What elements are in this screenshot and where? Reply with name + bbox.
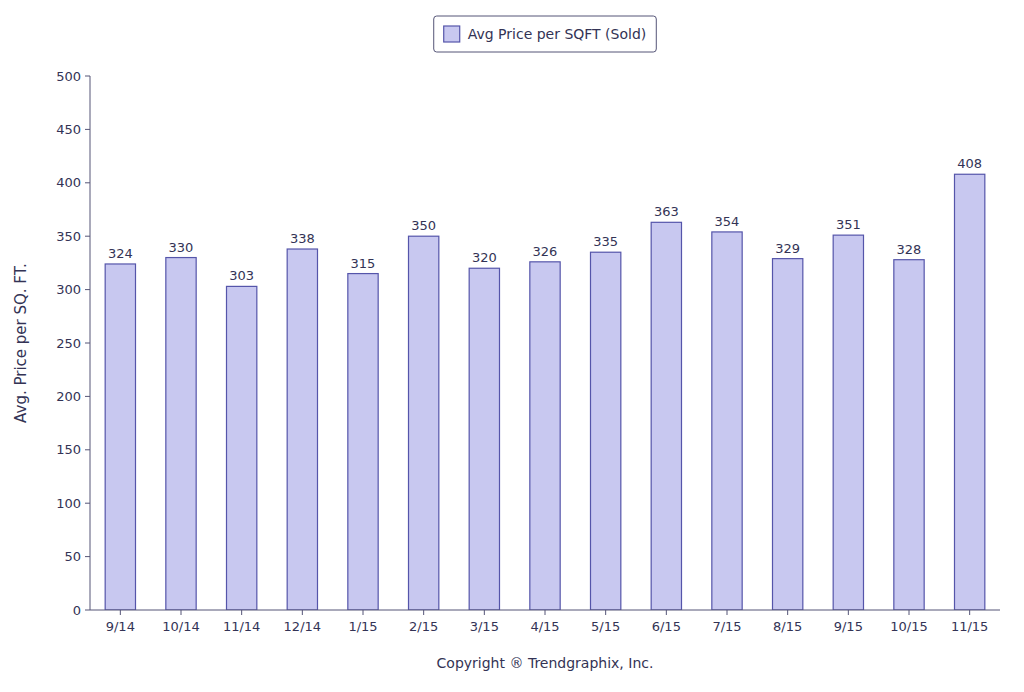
data-label: 335 (593, 234, 618, 249)
x-tick-label: 8/15 (773, 619, 802, 634)
data-label: 350 (411, 218, 436, 233)
bar (833, 235, 863, 610)
x-tick (727, 610, 728, 615)
y-tick (85, 76, 90, 77)
y-tick (85, 610, 90, 611)
y-axis-label: Avg. Price per SQ. FT. (12, 263, 30, 423)
x-tick-label: 10/14 (162, 619, 199, 634)
bars (105, 174, 985, 610)
data-label: 320 (472, 250, 497, 265)
x-tick (545, 610, 546, 615)
x-tick (969, 610, 970, 615)
y-tick-label: 100 (56, 496, 81, 511)
x-tick-label: 1/15 (348, 619, 377, 634)
bar (712, 232, 742, 610)
x-tick (423, 610, 424, 615)
x-tick (484, 610, 485, 615)
x-tick (363, 610, 364, 615)
legend-item: Avg Price per SQFT (Sold) (444, 26, 647, 42)
data-label: 329 (775, 241, 800, 256)
legend: Avg Price per SQFT (Sold) (434, 16, 657, 52)
x-tick (120, 610, 121, 615)
y-tick (85, 396, 90, 397)
y-tick (85, 236, 90, 237)
y-tick (85, 289, 90, 290)
data-label: 354 (715, 214, 740, 229)
data-label: 330 (169, 240, 194, 255)
legend-swatch (444, 26, 460, 42)
y-tick-label: 500 (56, 69, 81, 84)
y-tick-label: 350 (56, 229, 81, 244)
bar (955, 174, 985, 610)
x-tick-label: 9/14 (106, 619, 135, 634)
bar (469, 268, 499, 610)
bar (591, 252, 621, 610)
data-label: 363 (654, 204, 679, 219)
x-tick (666, 610, 667, 615)
bar (894, 260, 924, 610)
bar (651, 222, 681, 610)
x-tick-label: 7/15 (712, 619, 741, 634)
y-tick-label: 300 (56, 282, 81, 297)
bar (773, 259, 803, 610)
y-tick (85, 449, 90, 450)
y-tick (85, 182, 90, 183)
bar (105, 264, 135, 610)
data-label: 408 (957, 156, 982, 171)
data-label: 328 (897, 242, 922, 257)
y-tick (85, 556, 90, 557)
y-tick-label: 50 (64, 549, 81, 564)
x-axis-label: Copyright ® Trendgraphix, Inc. (437, 655, 654, 671)
bar (166, 258, 196, 610)
x-tick-label: 3/15 (470, 619, 499, 634)
y-tick (85, 503, 90, 504)
data-label: 326 (533, 244, 558, 259)
y-tick-label: 250 (56, 336, 81, 351)
x-tick (241, 610, 242, 615)
chart-container: 324 330 303 338 315 350 320 326 335 363 354 329 351 3… (0, 0, 1024, 692)
chart: 324 330 303 338 315 350 320 326 335 363 354 329 351 3… (0, 0, 1024, 692)
x-tick-label: 9/15 (834, 619, 863, 634)
x-tick (605, 610, 606, 615)
y-tick-label: 450 (56, 122, 81, 137)
bar (287, 249, 317, 610)
y-tick-label: 0 (73, 603, 81, 618)
x-tick-label: 2/15 (409, 619, 438, 634)
bar (530, 262, 560, 610)
x-tick (302, 610, 303, 615)
x-tick (848, 610, 849, 615)
y-tick-label: 200 (56, 389, 81, 404)
data-label: 338 (290, 231, 315, 246)
x-tick-label: 11/14 (223, 619, 260, 634)
data-label: 324 (108, 246, 133, 261)
x-tick-label: 4/15 (530, 619, 559, 634)
bar (348, 274, 378, 610)
y-tick (85, 343, 90, 344)
x-tick (909, 610, 910, 615)
legend-label: Avg Price per SQFT (Sold) (468, 26, 647, 42)
x-tick-label: 12/14 (284, 619, 321, 634)
data-label: 351 (836, 217, 861, 232)
x-tick (787, 610, 788, 615)
bar (409, 236, 439, 610)
x-tick-label: 11/15 (951, 619, 988, 634)
data-labels: 324 330 303 338 315 350 320 326 335 363 354 329 351 3… (108, 156, 982, 283)
x-tick-label: 6/15 (652, 619, 681, 634)
data-label: 315 (351, 256, 376, 271)
x-tick-label: 5/15 (591, 619, 620, 634)
y-tick-label: 150 (56, 442, 81, 457)
x-tick (181, 610, 182, 615)
y-tick-label: 400 (56, 175, 81, 190)
x-tick-label: 10/15 (890, 619, 927, 634)
y-tick (85, 129, 90, 130)
bar (227, 286, 257, 610)
data-label: 303 (229, 268, 254, 283)
legend-frame (434, 16, 657, 52)
